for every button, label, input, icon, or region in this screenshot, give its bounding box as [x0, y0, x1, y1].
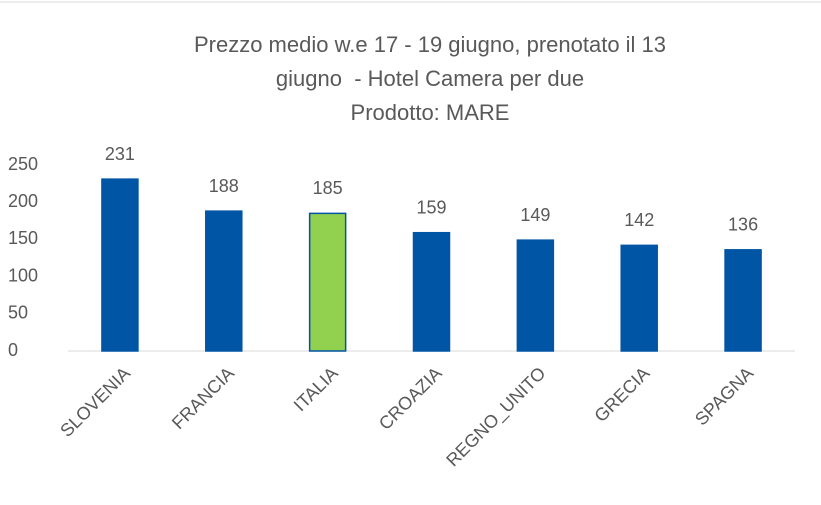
bar	[308, 212, 347, 352]
data-label: 149	[520, 205, 550, 225]
data-label: 142	[624, 210, 654, 230]
y-tick-label: 250	[8, 154, 38, 174]
data-label: 185	[313, 178, 343, 198]
data-label: 231	[105, 144, 135, 164]
bar	[412, 231, 451, 352]
y-tick-label: 100	[8, 265, 38, 285]
data-label: 159	[416, 197, 446, 217]
data-label: 188	[209, 176, 239, 196]
bar	[620, 244, 658, 352]
bar	[516, 239, 555, 352]
bar	[101, 178, 139, 352]
bar	[205, 210, 243, 352]
bar	[724, 249, 762, 352]
chart-title: giugno - Hotel Camera per due	[276, 66, 584, 91]
y-tick-label: 150	[8, 228, 38, 248]
chart-title: Prodotto: MARE	[351, 100, 510, 125]
y-tick-label: 0	[8, 340, 18, 360]
y-tick-label: 50	[8, 303, 28, 323]
y-tick-label: 200	[8, 191, 38, 211]
chart-title: Prezzo medio w.e 17 - 19 giugno, prenota…	[194, 32, 666, 57]
data-label: 136	[728, 215, 758, 235]
